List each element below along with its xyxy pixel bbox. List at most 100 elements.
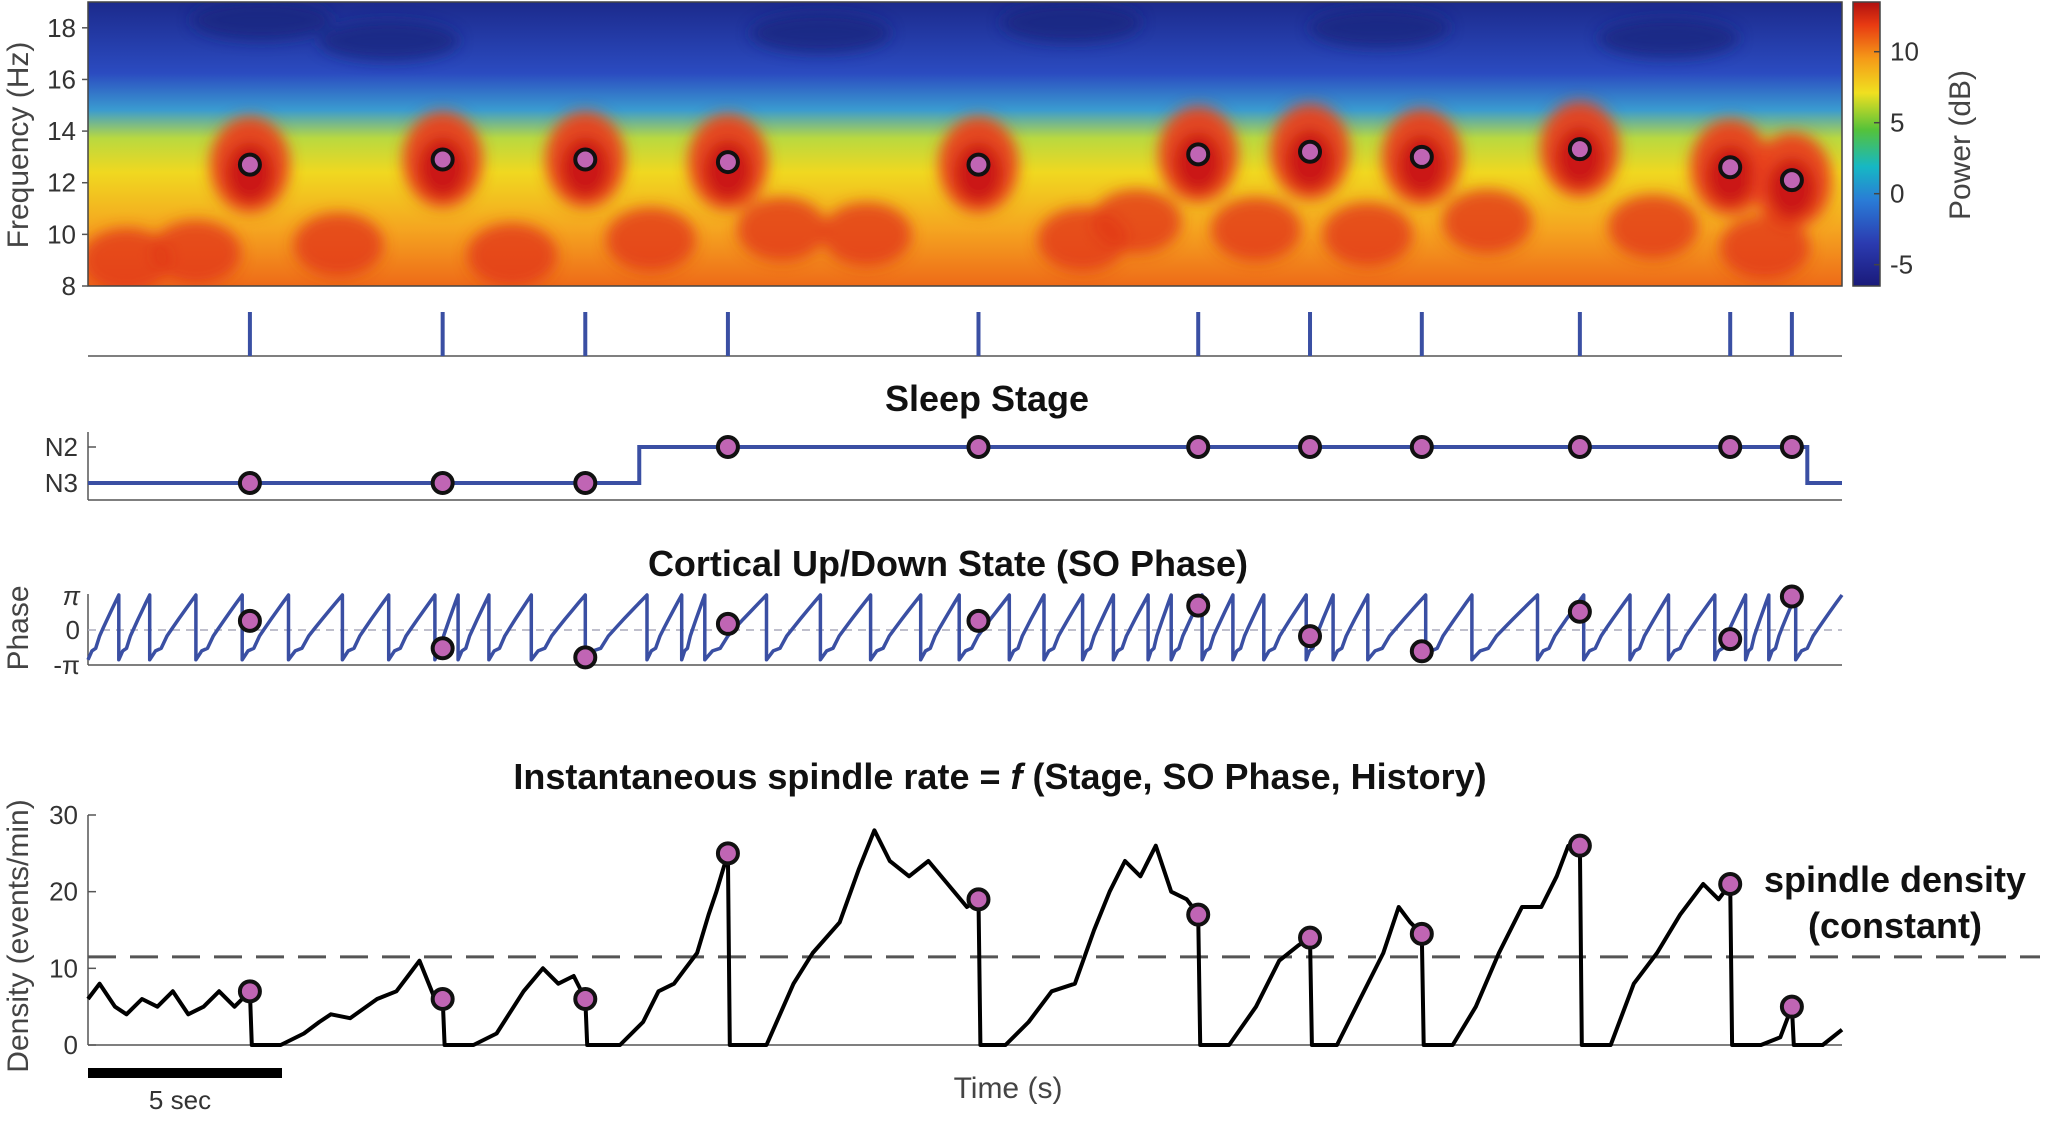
sleep-stage-tick-n2: N2: [45, 432, 78, 462]
spectrogram-frame: [87, 1, 1843, 287]
density-title-pre: Instantaneous spindle rate =: [513, 756, 1010, 797]
sleep-stage-spindle-marker: [1779, 435, 1804, 459]
spectrogram-low-patch: [1608, 194, 1699, 259]
density-spindle-markers: [237, 833, 1804, 1019]
sleep-stage-spindle-marker: [715, 435, 740, 459]
density-ytick-label: 0: [64, 1030, 78, 1060]
annotation-line2: (constant): [1808, 905, 1982, 946]
density-spindle-marker: [1298, 925, 1323, 950]
density-spindle-marker: [1186, 902, 1211, 927]
spectrogram-low-patch: [150, 220, 241, 285]
spectrogram-low-patch: [1719, 215, 1810, 280]
so-phase-spindle-marker: [430, 636, 455, 661]
spectrogram-spindle-marker: [1567, 137, 1592, 162]
colorbar-ticks: -5 0 5 10: [1874, 37, 1919, 280]
spectrogram-y-axis: 8 10 12 14 16 18: [47, 13, 88, 301]
spectrogram-spindle-marker: [1718, 155, 1743, 180]
colorbar-tick-label: 5: [1890, 108, 1904, 138]
scale-bar-label: 5 sec: [149, 1085, 211, 1115]
density-spindle-marker: [237, 979, 262, 1004]
sleep-stage-title: Sleep Stage: [885, 378, 1089, 419]
so-phase-spindle-marker: [573, 645, 598, 670]
density-title: Instantaneous spindle rate = f (Stage, S…: [513, 756, 1486, 797]
spectrogram-spindle-marker: [573, 147, 598, 172]
spectrogram-dark-patch: [191, 2, 332, 41]
spectrogram-low-patch: [821, 202, 912, 267]
spectrogram-low-patch: [605, 207, 696, 272]
colorbar-tick-label: 10: [1890, 37, 1919, 67]
so-phase-ylabel: Phase: [2, 585, 35, 670]
so-phase-panel: Cortical Up/Down State (SO Phase) π 0 -π…: [2, 543, 1844, 680]
sleep-stage-tick-n3: N3: [45, 468, 78, 498]
so-phase-spindle-marker: [1298, 624, 1323, 649]
spectrogram-low-patch: [1322, 202, 1413, 267]
spectrogram-dark-patch: [1309, 7, 1450, 48]
density-ytick-label: 20: [49, 877, 78, 907]
density-spindle-marker: [715, 841, 740, 866]
sleep-stage-spindle-marker: [237, 471, 262, 495]
spectrogram-dark-patch: [750, 12, 891, 53]
density-panel: Instantaneous spindle rate = f (Stage, S…: [2, 756, 2040, 1115]
spectrogram-spindle-marker: [966, 152, 991, 177]
spectrogram-low-patch: [467, 223, 558, 286]
spectrogram-low-patch: [1211, 197, 1302, 262]
so-phase-spindle-marker: [1409, 639, 1434, 664]
so-phase-spindle-marker: [1718, 627, 1743, 652]
density-spindle-marker: [573, 987, 598, 1011]
density-spindle-marker: [966, 887, 991, 912]
so-phase-tick-neg-pi: -π: [53, 650, 80, 680]
spectrogram-spindle-marker: [1409, 144, 1434, 169]
sleep-stage-trace: [88, 445, 1842, 485]
so-phase-spindle-marker: [1567, 599, 1592, 624]
so-phase-spindle-marker: [237, 608, 262, 633]
spectrogram-spindle-markers: [237, 137, 1804, 193]
spectrogram-heatmap: [88, 2, 1832, 286]
density-ytick-label: 10: [49, 953, 78, 983]
density-trace: [86, 828, 1844, 1047]
sleep-stage-spindle-markers: [237, 435, 1804, 495]
density-spindle-marker: [1567, 833, 1592, 858]
spindle-event-raster: [88, 312, 1842, 357]
sleep-stage-spindle-marker: [966, 435, 991, 459]
colorbar-tick-label: 0: [1890, 179, 1904, 209]
spectrogram-ytick-label: 12: [47, 168, 76, 198]
spectrogram-ytick-label: 10: [47, 219, 76, 249]
spectrogram-dark-patch: [1001, 2, 1142, 43]
spectrogram-ylabel: Frequency (Hz): [2, 42, 35, 249]
density-ytick-label: 30: [49, 800, 78, 830]
density-title-f: f: [1011, 756, 1026, 797]
so-phase-spindle-marker: [966, 608, 991, 633]
spectrogram-low-patch: [293, 212, 384, 277]
sleep-stage-spindle-marker: [1186, 435, 1211, 459]
so-phase-spindle-markers: [237, 584, 1804, 670]
spectrogram-dark-patch: [1598, 18, 1739, 59]
density-title-post: (Stage, SO Phase, History): [1023, 756, 1487, 797]
sleep-stage-panel: Sleep Stage N2 N3: [45, 378, 1842, 501]
so-phase-spindle-marker: [715, 611, 740, 636]
density-spindle-marker: [1409, 921, 1434, 946]
spectrogram-ytick-label: 18: [47, 13, 76, 43]
so-phase-spindle-marker: [1779, 584, 1804, 609]
density-spindle-marker: [430, 987, 455, 1011]
density-y-ticks: 0 10 20 30: [49, 800, 96, 1060]
sleep-stage-spindle-marker: [430, 471, 455, 495]
spectrogram-ytick-label: 16: [47, 64, 76, 94]
spectrogram-spindle-marker: [430, 147, 455, 172]
so-phase-spindle-marker: [1186, 593, 1211, 618]
density-spindle-marker: [1779, 994, 1804, 1019]
colorbar-tick-label: -5: [1890, 250, 1913, 280]
spectrogram-panel: 8 10 12 14 16 18 Frequency (Hz): [2, 1, 1843, 301]
sleep-stage-spindle-marker: [1298, 435, 1323, 459]
sleep-stage-spindle-marker: [1567, 435, 1592, 459]
density-spindle-marker: [1718, 872, 1743, 896]
so-phase-title: Cortical Up/Down State (SO Phase): [648, 543, 1248, 584]
density-xlabel: Time (s): [954, 1072, 1063, 1105]
density-ylabel: Density (events/min): [2, 799, 35, 1072]
so-phase-tick-zero: 0: [66, 615, 80, 645]
colorbar: -5 0 5 10 Power (dB): [1852, 1, 1977, 287]
spectrogram-low-patch: [88, 228, 172, 286]
sleep-stage-spindle-marker: [1718, 435, 1743, 459]
spectrogram-ytick-label: 14: [47, 116, 76, 146]
spectrogram-ytick-label: 8: [62, 271, 76, 301]
